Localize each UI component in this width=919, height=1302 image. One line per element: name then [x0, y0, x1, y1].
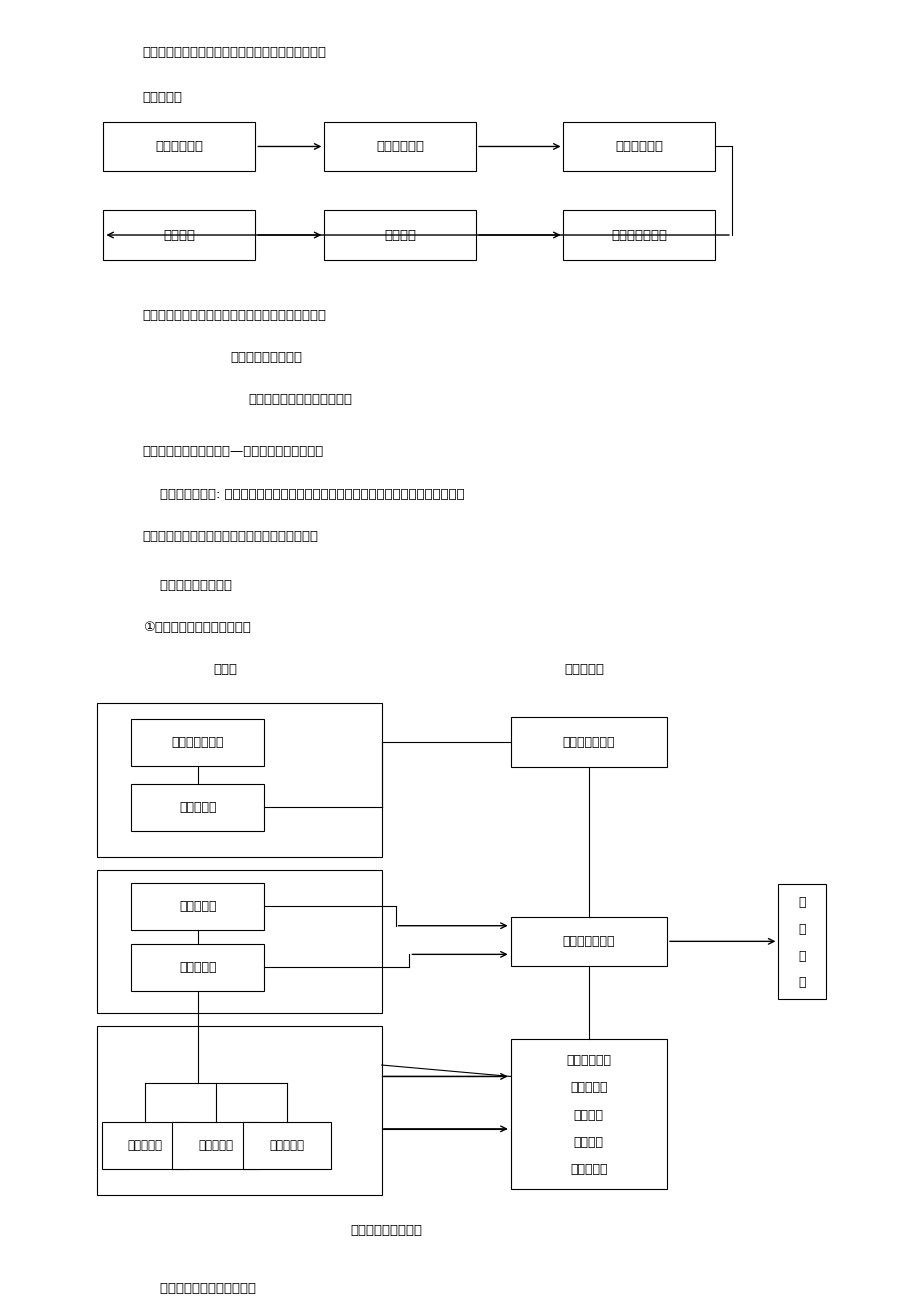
Text: 项目组织的目的: 建立一套完善的组织机构来领导与执行项目的实施，确定组织结构及: 项目组织的目的: 建立一套完善的组织机构来领导与执行项目的实施，确定组织结构及: [142, 488, 464, 500]
Bar: [562, 122, 715, 172]
Text: 项目实施和组织关系: 项目实施和组织关系: [350, 1224, 422, 1237]
Text: 新中大公司: 新中大公司: [563, 663, 604, 676]
Bar: [324, 122, 476, 172]
Text: 培训总结与纪要: 培训总结与纪要: [611, 229, 666, 241]
Text: 项目职能组: 项目职能组: [199, 1139, 233, 1152]
Text: 培训流程：: 培训流程：: [142, 91, 182, 104]
Bar: [510, 917, 666, 966]
Text: 整合的项目实施组织机构：: 整合的项目实施组织机构：: [142, 1282, 255, 1295]
Bar: [96, 870, 381, 1013]
Bar: [103, 211, 255, 260]
Text: 培训签到: 培训签到: [164, 229, 195, 241]
Text: 询: 询: [798, 976, 805, 990]
Text: 准备的培训环境确认: 准备的培训环境确认: [230, 352, 301, 363]
Text: 领导委员会: 领导委员会: [179, 801, 216, 814]
Text: 项目核心组: 项目核心组: [179, 961, 216, 974]
Bar: [510, 1039, 666, 1189]
Bar: [131, 944, 265, 991]
Text: 咨: 咨: [798, 949, 805, 962]
Bar: [562, 211, 715, 260]
Text: 总经理（厂长）: 总经理（厂长）: [171, 736, 224, 749]
Bar: [777, 884, 825, 999]
Bar: [131, 784, 265, 831]
Bar: [101, 1122, 189, 1169]
Bar: [324, 211, 476, 260]
Text: 项目组织结构框架：: 项目组织结构框架：: [142, 578, 232, 591]
Bar: [131, 883, 265, 930]
Text: （高级顾问: （高级顾问: [570, 1082, 607, 1095]
Text: 关键检查点：项目实施组《通知》相关领导的签收；: 关键检查点：项目实施组《通知》相关领导的签收；: [142, 309, 326, 322]
Bar: [103, 122, 255, 172]
Text: 客户方: 客户方: [213, 663, 237, 676]
Text: 项目职能组: 项目职能组: [269, 1139, 304, 1152]
Text: 培训目标：确定项目组织结构、项目成员组及其权力: 培训目标：确定项目组织结构、项目成员组及其权力: [142, 46, 326, 59]
Text: 技术支持: 技术支持: [573, 1109, 603, 1122]
Bar: [243, 1122, 331, 1169]
Text: 新中大项目经理: 新中大项目经理: [562, 935, 615, 948]
Text: 项目职能组: 项目职能组: [128, 1139, 163, 1152]
Text: ①根据项目实施和组织关系：: ①根据项目实施和组织关系：: [142, 621, 250, 634]
Text: 进行培训准备: 进行培训准备: [376, 141, 424, 152]
Text: 软件产品: 软件产品: [573, 1135, 603, 1148]
Text: 培训纪要的相关与会领导确认: 培训纪要的相关与会领导确认: [248, 393, 352, 406]
Text: 项目小组成员: 项目小组成员: [566, 1055, 610, 1068]
Text: 项目负责人: 项目负责人: [179, 900, 216, 913]
Text: 相应的职责，保证系统实施过程的顺利高效进行。: 相应的职责，保证系统实施过程的顺利高效进行。: [142, 530, 318, 543]
Text: 管: 管: [798, 896, 805, 909]
Text: 发放培训通知: 发放培训通知: [615, 141, 663, 152]
Text: 培训执行: 培训执行: [384, 229, 415, 241]
Bar: [96, 1026, 381, 1195]
Bar: [510, 717, 666, 767]
Text: 理: 理: [798, 923, 805, 936]
Text: ２．３．２项目实施组织—项目实施组织机构确定: ２．３．２项目实施组织—项目实施组织机构确定: [142, 445, 323, 458]
Text: 确定培训目的: 确定培训目的: [155, 141, 203, 152]
Bar: [131, 719, 265, 766]
Text: 客户培训）: 客户培训）: [570, 1163, 607, 1176]
Bar: [96, 703, 381, 857]
Bar: [173, 1122, 259, 1169]
Text: 新中大经营主管: 新中大经营主管: [562, 736, 615, 749]
